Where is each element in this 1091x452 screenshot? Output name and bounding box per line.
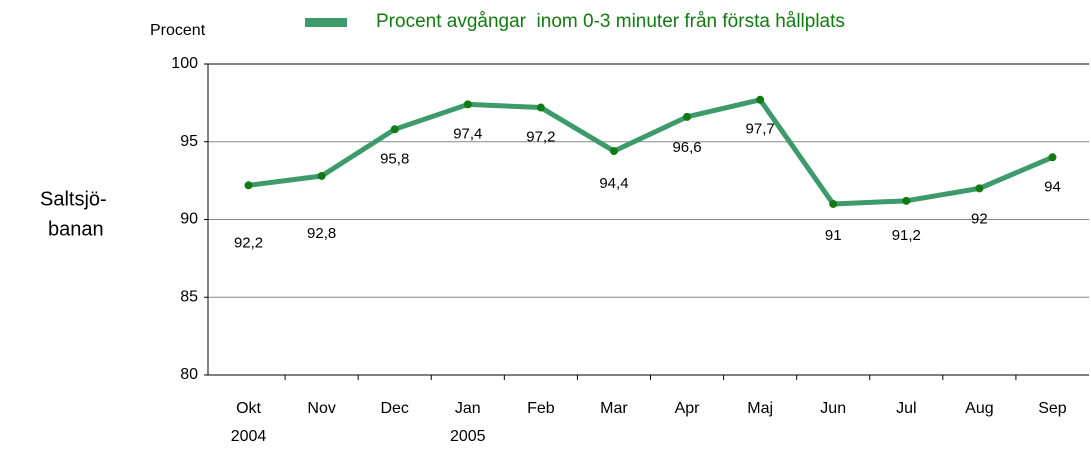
y-tick-label: 85 (180, 288, 198, 305)
y-tick-label: 80 (180, 366, 198, 383)
x-tick-label: Maj (747, 400, 773, 417)
legend-swatch (305, 18, 347, 27)
value-label: 91,2 (892, 227, 921, 244)
x-tick-label: Sep (1038, 400, 1067, 417)
point (463, 100, 472, 109)
x-tick-label: Okt 2004 (231, 400, 267, 445)
value-label: 96,6 (672, 139, 701, 156)
x-tick-label: Nov (307, 400, 335, 417)
value-label: 97,4 (453, 125, 482, 142)
x-tick-label: Jan 2005 (450, 400, 486, 445)
value-label: 97,2 (526, 129, 555, 146)
y-tick-label: 95 (180, 133, 198, 150)
value-label: 92,8 (307, 225, 336, 242)
point (609, 147, 618, 156)
y-tick-label: 100 (171, 55, 198, 72)
point (1048, 153, 1057, 162)
x-tick-label: Jun (820, 400, 846, 417)
x-tick-label: Jul (896, 400, 916, 417)
y-tick-label: 90 (180, 211, 198, 228)
value-label: 95,8 (380, 150, 409, 167)
x-tick-label: Feb (527, 400, 555, 417)
point (536, 103, 545, 112)
series-line (248, 97, 1054, 207)
point (975, 184, 984, 193)
point (244, 181, 253, 190)
point (390, 125, 399, 134)
row-label: banan (48, 218, 104, 240)
x-tick-label: Aug (965, 400, 993, 417)
value-label: 91 (825, 227, 842, 244)
point (902, 196, 911, 205)
x-tick-label: Dec (380, 400, 408, 417)
point (756, 95, 765, 104)
point (683, 112, 692, 121)
value-label: 92 (971, 210, 988, 227)
x-tick-label: Apr (675, 400, 701, 417)
value-label: 94 (1044, 178, 1061, 195)
legend-label: Procent avgångar inom 0-3 minuter från f… (376, 11, 845, 32)
value-label: 97,7 (746, 121, 775, 138)
x-tick-label: Mar (600, 400, 628, 417)
value-label: 94,4 (599, 175, 628, 192)
row-label: Saltsjö- (40, 188, 107, 210)
value-label: 92,2 (234, 234, 263, 251)
point (829, 199, 838, 208)
y-axis-label: Procent (150, 22, 206, 39)
point (317, 171, 326, 180)
